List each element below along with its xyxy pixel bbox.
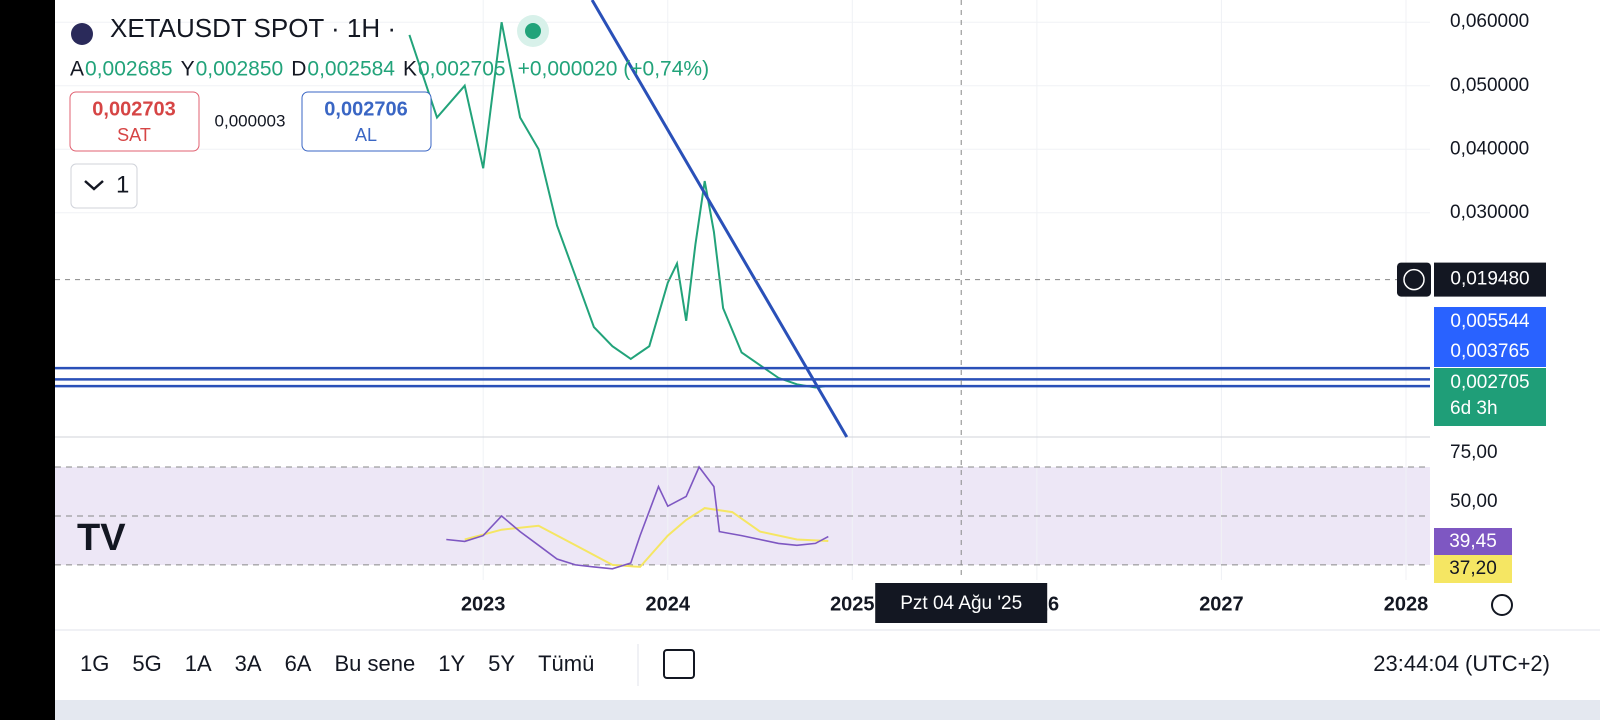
range-button[interactable]: 3A [235, 651, 262, 676]
rsi-tick-label: 50,00 [1450, 491, 1498, 512]
level-label: 0,002705 [1450, 372, 1529, 393]
time-tick-label: 2024 [646, 593, 691, 615]
range-button[interactable]: 5G [132, 651, 161, 676]
range-button[interactable]: 1A [185, 651, 212, 676]
left-edge [0, 0, 55, 720]
price-tick-label: 0,030000 [1450, 202, 1529, 223]
range-button[interactable]: Tümü [538, 651, 594, 676]
spread: 0,000003 [215, 111, 286, 130]
rsi-line [446, 465, 829, 570]
ohlc-key: D [291, 58, 306, 81]
ohlc-value: 0,002584 [307, 58, 395, 81]
price-tick-label: 0,060000 [1450, 11, 1529, 32]
level-label: 0,005544 [1450, 311, 1530, 332]
chart-layer: 0,060000 0,050000 0,040000 0,030000 2023 2024… [55, 0, 1546, 623]
time-tick-label: 2023 [461, 593, 506, 615]
sell-price: 0,002703 [92, 98, 175, 120]
price-line [408, 22, 825, 389]
market-status-dot [525, 23, 541, 39]
crosshair-date: Pzt 04 Ağu '25 [900, 593, 1022, 614]
rsi-badge-label: 37,20 [1449, 558, 1497, 579]
time-tick-label: 2027 [1199, 593, 1244, 615]
rsi-badge [1434, 555, 1512, 583]
countdown: 6d 3h [1450, 398, 1498, 419]
buy-button[interactable] [301, 91, 432, 152]
range-button[interactable]: 1Y [438, 651, 465, 676]
rsi-badge-label: 39,45 [1449, 531, 1497, 552]
chevron [84, 180, 104, 191]
date-badge [875, 583, 1048, 623]
ohlc-key: K [403, 58, 417, 81]
change: +0,000020 (+0,74%) [518, 58, 709, 81]
ohlc: A 0,002685 Y 0,002850 D 0,002584 K 0,002705 +0,0… [70, 58, 709, 81]
clock: 23:44:04 (UTC+2) [1373, 651, 1550, 676]
symbol-title: XETAUSDT SPOT · 1H · [110, 13, 396, 43]
price-tick-label: 0,040000 [1450, 138, 1529, 159]
logo: TV [77, 517, 126, 559]
level-badge [1434, 368, 1546, 426]
time-tick-label: 2028 [1384, 593, 1429, 615]
date-range-icon[interactable] [663, 649, 695, 679]
ohlc-key: A [70, 58, 84, 81]
ohlc-value: 0,002850 [196, 58, 284, 81]
rsi-ma-line [464, 507, 829, 568]
buy-label: AL [355, 125, 377, 145]
ohlc-value: 0,002705 [418, 58, 506, 81]
price-tick-label: 0,050000 [1450, 75, 1529, 96]
trend-line [590, 0, 849, 438]
range-button[interactable]: 6A [285, 651, 312, 676]
time-tick-label: 2025 [830, 593, 875, 615]
crosshair-plus [1397, 262, 1431, 297]
buy-price: 0,002706 [324, 98, 407, 120]
plus-icon [1403, 268, 1425, 291]
ohlc-key: Y [181, 58, 195, 81]
crosshair-price-badge [1434, 262, 1546, 297]
crosshair-price: 0,019480 [1450, 269, 1529, 290]
rsi-badge [1434, 528, 1512, 556]
bottom-strip [55, 700, 1600, 720]
toolbar: 1G 5G 1A 3A 6A Bu sene 1Y 5Y Tümü [80, 651, 594, 676]
layers-toggle[interactable] [70, 163, 138, 209]
level-label: 0,003765 [1450, 341, 1529, 362]
range-button[interactable]: 5Y [488, 651, 515, 676]
range-button[interactable]: Bu sene [334, 651, 415, 676]
settings-icon[interactable] [1491, 594, 1513, 616]
level-badge [1434, 337, 1546, 367]
range-button[interactable]: 1G [80, 651, 109, 676]
symbol-icon [71, 23, 93, 45]
rsi-tick-label: 75,00 [1450, 442, 1498, 463]
layers-count: 1 [116, 171, 129, 198]
sell-button[interactable] [69, 91, 200, 152]
ohlc-value: 0,002685 [85, 58, 173, 81]
level-badge [1434, 307, 1546, 337]
sell-label: SAT [117, 125, 151, 145]
